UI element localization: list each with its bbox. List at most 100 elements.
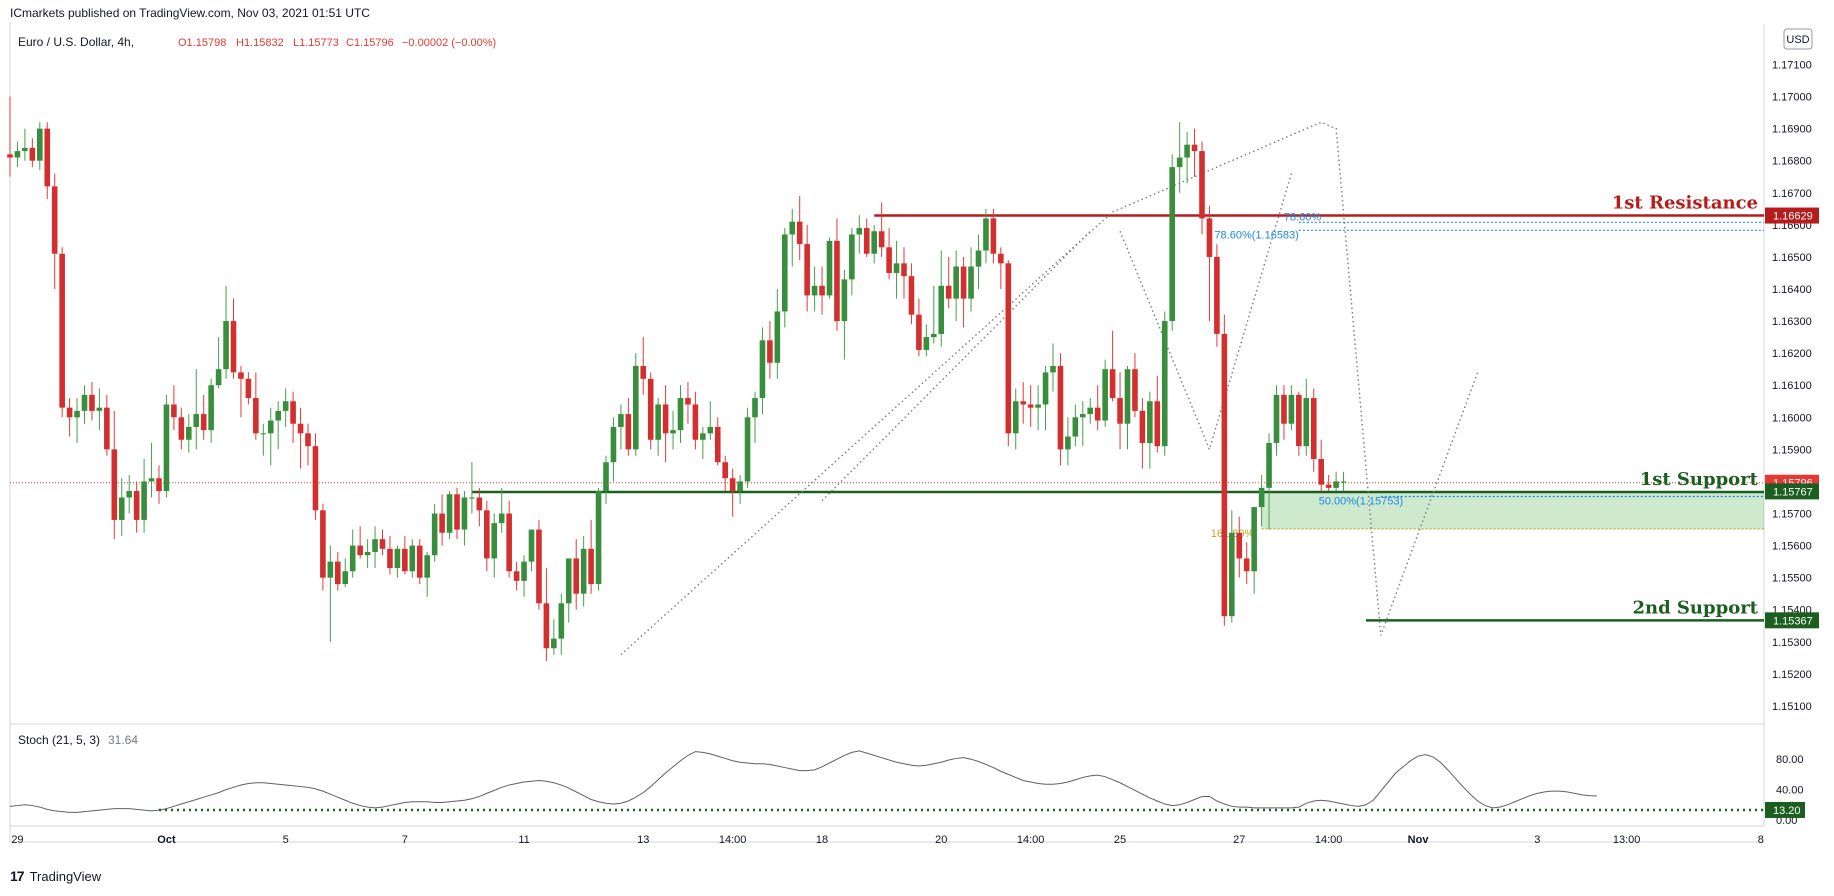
candle-body-33 — [253, 398, 259, 434]
candle-body-107 — [804, 244, 810, 296]
candle-body-112 — [841, 279, 848, 322]
candle-body-142 — [1065, 436, 1071, 450]
candle-body-19 — [148, 478, 155, 482]
candle-body-30 — [230, 321, 237, 373]
price-tick-0: 1.17100 — [1772, 59, 1812, 71]
chart-legend: Euro / U.S. Dollar, 4h, O1.15798 H1.15832 L… — [18, 35, 496, 49]
currency-label: USD — [1786, 34, 1809, 46]
candle-body-106 — [796, 221, 803, 245]
candle-body-151 — [1132, 369, 1138, 411]
candle-body-64 — [484, 510, 490, 559]
candle-body-117 — [878, 231, 885, 248]
tag-resistance-bg — [1765, 207, 1819, 224]
candle-body-87 — [655, 404, 661, 440]
time-tick-8: 20 — [935, 834, 947, 846]
candle-body-138 — [1035, 404, 1041, 408]
candle-body-150 — [1124, 369, 1131, 424]
time-axis[interactable]: 29 Oct 5 7 11 13 14:00 18 20 14:00 25 27 14:00 Nov 3 13… — [11, 834, 1763, 846]
tag-support1-bg — [1765, 483, 1819, 500]
candle-body-16 — [126, 491, 132, 498]
tradingview-logo[interactable]: 17 TradingView — [10, 868, 101, 884]
candle-body-54 — [409, 545, 416, 572]
candle-body-62 — [469, 497, 475, 499]
fib-label-0: 78.60%(1.16583) — [1214, 229, 1298, 241]
candle-body-40 — [305, 433, 311, 447]
candle-body-31 — [238, 372, 244, 379]
candle-body-15 — [118, 497, 125, 520]
candle-body-111 — [834, 240, 840, 322]
candle-body-83 — [625, 414, 632, 450]
candle-body-123 — [923, 337, 930, 350]
dotted-path-2 — [1119, 173, 1293, 452]
candle-body-179 — [1340, 481, 1347, 483]
candle-body-94 — [707, 426, 714, 434]
candle-body-165 — [1236, 532, 1243, 559]
candle-body-52 — [394, 548, 401, 569]
stoch-title: Stoch (21, 5, 3) — [18, 733, 100, 747]
time-tick-15: 13:00 — [1613, 834, 1641, 846]
time-tick-13: Nov — [1408, 834, 1430, 846]
candle-body-153 — [1147, 401, 1153, 443]
price-axis[interactable]: 1.17100 1.17000 1.16900 1.16800 1.16700 1.166… — [1765, 28, 1819, 713]
candle-body-169 — [1266, 442, 1272, 488]
candle-body-47 — [357, 545, 363, 556]
candle-body-125 — [938, 285, 945, 334]
candle-body-97 — [729, 478, 736, 492]
candle-body-99 — [744, 417, 751, 482]
candle-body-61 — [461, 497, 468, 530]
stoch-level-tag-bg — [1765, 801, 1805, 818]
candle-body-120 — [901, 263, 907, 277]
time-tick-6: 14:00 — [719, 834, 747, 846]
candle-body-88 — [662, 404, 669, 434]
price-tick-16: 1.15500 — [1772, 573, 1812, 585]
candle-body-90 — [677, 398, 684, 431]
candle-body-119 — [893, 263, 900, 273]
candle-body-11 — [89, 394, 95, 411]
tag-support2-text: 1.15367 — [1773, 615, 1813, 627]
candle-body-49 — [372, 539, 378, 553]
candle-body-105 — [789, 221, 796, 235]
candle-body-134 — [1005, 263, 1012, 434]
price-tick-2: 1.16900 — [1772, 124, 1812, 136]
stoch-last-value: 31.64 — [108, 733, 138, 747]
candle-body-2 — [22, 147, 28, 152]
candle-body-145 — [1087, 407, 1094, 415]
candle-body-37 — [282, 401, 289, 411]
candle-body-95 — [714, 426, 721, 463]
candle-body-133 — [998, 253, 1004, 264]
time-tick-4: 11 — [518, 834, 529, 846]
time-tick-0: 29 — [11, 834, 23, 846]
candle-body-36 — [275, 410, 281, 421]
candle-body-159 — [1191, 144, 1198, 152]
price-tick-14: 1.15700 — [1772, 509, 1812, 521]
candle-body-35 — [267, 420, 274, 434]
time-tick-7: 18 — [816, 834, 828, 846]
candle-body-146 — [1094, 407, 1101, 421]
candle-body-176 — [1318, 458, 1324, 485]
candle-body-80 — [603, 462, 609, 492]
level-label-1: 1st Support — [1640, 469, 1759, 490]
candle-body-72 — [543, 603, 550, 649]
price-tick-19: 1.15200 — [1772, 669, 1812, 681]
candle-body-131 — [983, 218, 989, 251]
candle-body-158 — [1184, 144, 1190, 158]
candle-body-1 — [14, 151, 21, 158]
candle-body-168 — [1258, 487, 1265, 508]
candle-body-109 — [819, 285, 825, 296]
candle-body-103 — [774, 311, 781, 363]
tradingview-logo-icon: 17 — [10, 868, 25, 884]
candle-body-137 — [1027, 404, 1034, 408]
candle-body-164 — [1229, 532, 1235, 617]
candle-body-167 — [1251, 507, 1257, 572]
candle-body-79 — [595, 491, 602, 585]
candle-body-100 — [752, 398, 758, 418]
time-tick-1: Oct — [157, 834, 176, 846]
candle-body-121 — [908, 276, 915, 315]
candle-body-149 — [1117, 398, 1123, 424]
candle-body-118 — [886, 247, 892, 273]
candle-body-160 — [1199, 151, 1205, 219]
candle-body-56 — [424, 555, 430, 578]
candle-body-68 — [513, 571, 520, 581]
candle-body-7 — [59, 253, 65, 408]
candle-body-59 — [446, 494, 453, 533]
